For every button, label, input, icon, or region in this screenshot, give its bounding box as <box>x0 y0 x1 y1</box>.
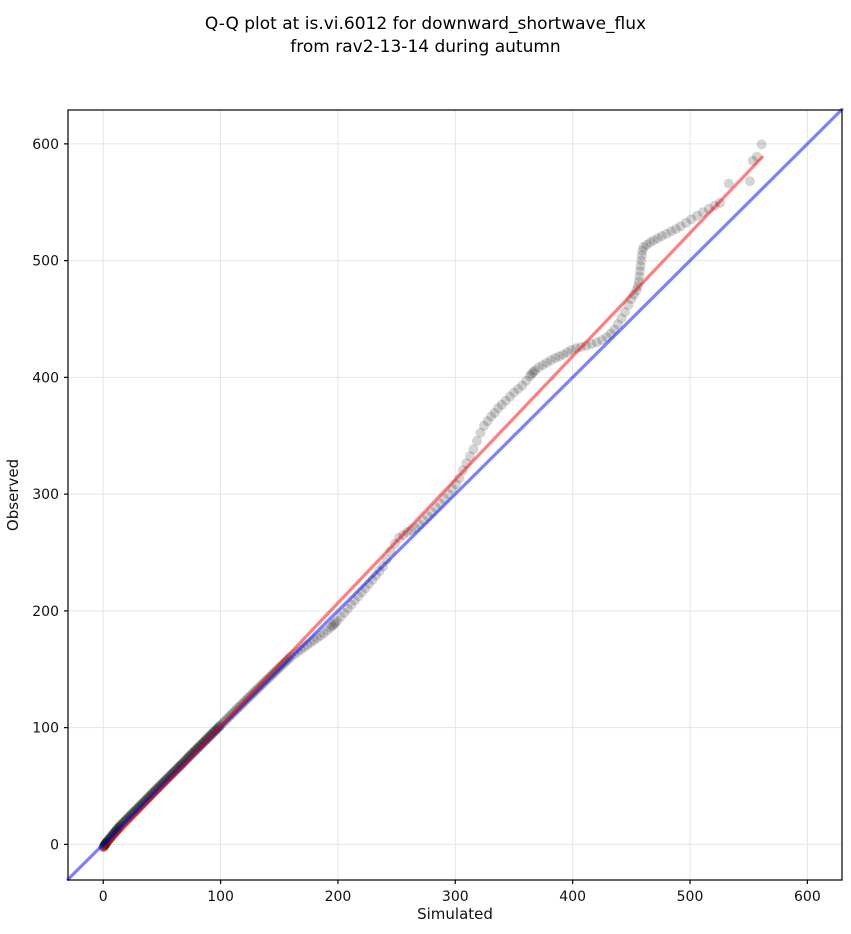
y-tick-label: 100 <box>32 721 59 737</box>
fit-line <box>101 155 764 852</box>
x-tick-label: 200 <box>325 889 352 905</box>
x-tick-label: 0 <box>99 889 108 905</box>
plot-title: Q-Q plot at is.vi.6012 for downward_shor… <box>0 13 851 59</box>
y-tick-label: 500 <box>32 254 59 270</box>
plot-title-line2: from rav2-13-14 during autumn <box>290 37 561 57</box>
x-tick-label: 100 <box>207 889 234 905</box>
tick-marks <box>64 143 808 884</box>
x-tick-label: 300 <box>442 889 469 905</box>
y-tick-label: 400 <box>32 370 59 386</box>
x-tick-label: 600 <box>794 889 821 905</box>
x-tick-label: 500 <box>677 889 704 905</box>
x-axis-label: Simulated <box>417 905 493 923</box>
y-axis-label: Observed <box>4 459 22 531</box>
y-tick-label: 200 <box>32 604 59 620</box>
generated-chart-layers: 0 100 200 300 400 500 600 0 100 200 300 400 500 600 <box>32 107 844 905</box>
tick-labels: 0 100 200 300 400 500 600 0 100 200 300 400 500 600 <box>32 137 820 905</box>
qq-points <box>98 139 767 853</box>
plot-title-line1: Q-Q plot at is.vi.6012 for downward_shor… <box>204 14 647 34</box>
y-tick-label: 0 <box>50 837 59 853</box>
y-tick-label: 300 <box>32 487 59 503</box>
x-tick-label: 400 <box>559 889 586 905</box>
y-tick-label: 600 <box>32 137 59 153</box>
